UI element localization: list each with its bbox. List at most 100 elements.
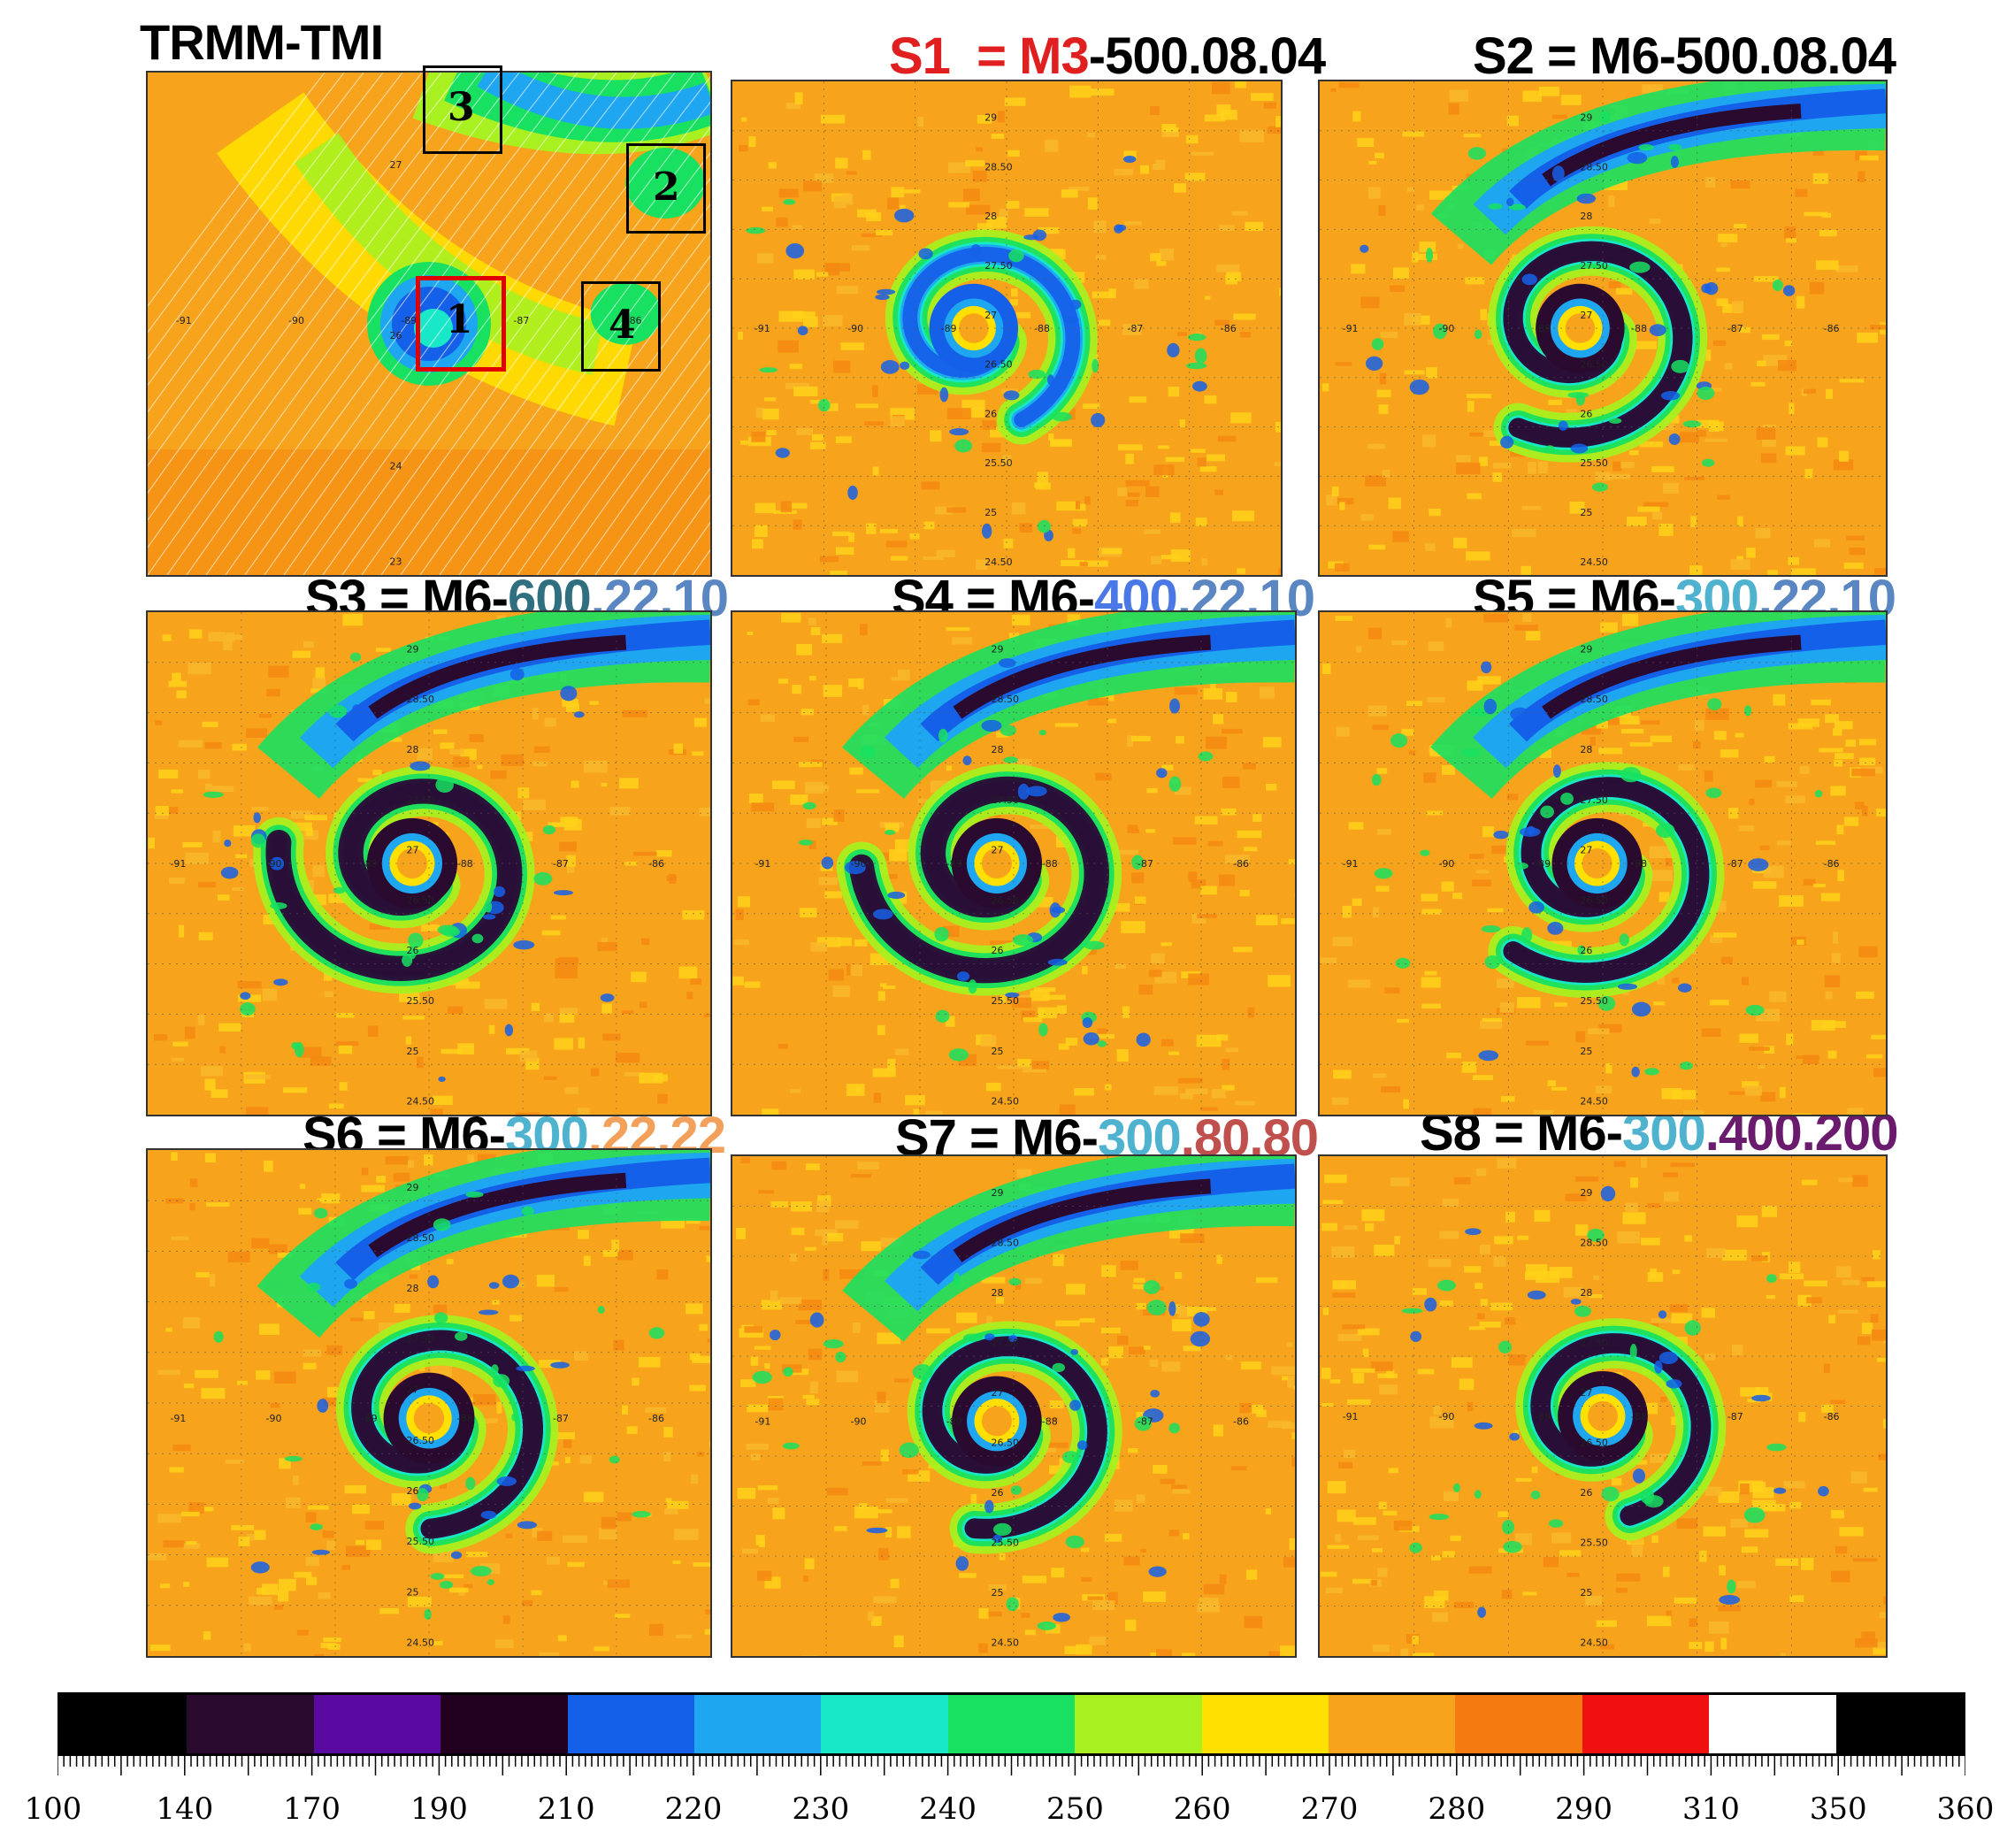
lon-tick-label: -88 <box>1034 323 1050 334</box>
colorbar-segment <box>1329 1695 1456 1753</box>
convective-cell <box>496 1476 517 1486</box>
convective-cell <box>1003 756 1019 763</box>
convective-cell <box>1150 1389 1161 1398</box>
lat-tick-label: 27 <box>984 310 997 321</box>
convective-cell <box>480 1510 497 1520</box>
lon-tick-label: -89 <box>1535 858 1551 870</box>
convective-cell <box>954 439 973 453</box>
convective-cell <box>1668 143 1682 151</box>
convective-cell <box>1026 786 1047 797</box>
convective-cell <box>1122 156 1137 164</box>
lon-tick-label: -86 <box>1824 323 1840 334</box>
colorbar-segment <box>187 1695 314 1753</box>
convective-cell <box>1631 1001 1651 1017</box>
convective-cell <box>875 294 890 301</box>
lon-tick-label: -91 <box>1343 1411 1359 1422</box>
lon-tick-label: -90 <box>1438 323 1454 334</box>
lat-tick-label: 28 <box>1580 1287 1592 1299</box>
convective-cell <box>1668 433 1681 445</box>
convective-cell <box>1146 1300 1167 1315</box>
convective-cell <box>1052 1362 1066 1373</box>
convective-cell <box>1658 1351 1678 1365</box>
colorbar <box>57 1692 1965 1756</box>
convective-cell <box>948 1048 969 1062</box>
convective-cell <box>1481 661 1492 674</box>
region-label-2: 2 <box>653 165 680 210</box>
colorbar-label: 210 <box>537 1791 595 1827</box>
convective-cell <box>1168 1301 1176 1316</box>
convective-cell <box>1631 1066 1640 1077</box>
convective-cell <box>1707 698 1722 710</box>
convective-cell <box>521 1206 534 1216</box>
convective-cell <box>1069 299 1082 310</box>
convective-cell <box>1654 1360 1663 1374</box>
convective-cell <box>311 1549 330 1555</box>
convective-cell <box>1478 1050 1499 1062</box>
convective-cell <box>770 1329 781 1341</box>
lon-tick-label: -90 <box>266 858 282 870</box>
convective-cell <box>516 1365 535 1372</box>
convective-cell <box>1474 1490 1482 1499</box>
lat-tick-label: 26.50 <box>1580 359 1608 371</box>
lat-tick-label: 24.50 <box>984 556 1013 568</box>
convective-cell <box>1498 1340 1513 1354</box>
lon-tick-label: -88 <box>1042 858 1058 870</box>
colorbar-label: 230 <box>792 1791 850 1827</box>
convective-cell <box>1500 435 1514 449</box>
convective-cell <box>213 1330 224 1343</box>
lat-tick-label: 29 <box>1580 112 1592 124</box>
lon-tick-label: -89 <box>1535 1411 1551 1422</box>
convective-cell <box>1474 329 1482 340</box>
convective-cell <box>860 745 876 759</box>
convective-cell <box>1409 379 1429 395</box>
convective-cell <box>1640 1489 1655 1504</box>
convective-cell <box>884 829 896 835</box>
lon-tick-label: -89 <box>1535 323 1551 334</box>
convective-cell <box>1772 280 1783 292</box>
lat-tick-label: 25 <box>984 507 997 518</box>
convective-cell <box>785 242 805 259</box>
lon-tick-label: -86 <box>648 858 664 870</box>
convective-cell <box>1474 1422 1493 1430</box>
lat-tick-label: 28.50 <box>992 1238 1020 1249</box>
convective-cell <box>1649 324 1666 336</box>
lat-tick-label: 26.50 <box>984 359 1013 371</box>
outer-band <box>368 1172 627 1258</box>
convective-cell <box>1006 1597 1019 1612</box>
lat-tick-label: 24.50 <box>992 1096 1020 1108</box>
eye-center <box>1565 313 1596 343</box>
convective-cell <box>317 1399 329 1413</box>
convective-cell <box>1548 1519 1564 1528</box>
convective-cell <box>504 1024 514 1037</box>
panel-s4: -91 -90 -89 -88 -87 -86 29 28.50 28 27.50 27 26.50 2… <box>731 610 1297 1116</box>
convective-cell <box>1502 1520 1515 1535</box>
convective-cell <box>823 1339 844 1349</box>
field-map: -91 -90 -89 -88 -87 -86 29 28.50 28 27.50 27 26.50 2… <box>148 612 710 1115</box>
lat-tick-label: 26 <box>1580 1487 1592 1499</box>
eye-center <box>396 847 427 879</box>
convective-cell <box>408 932 424 948</box>
convective-cell <box>1751 1394 1771 1402</box>
lon-tick-label: -86 <box>1233 1415 1249 1427</box>
convective-cell <box>899 1442 919 1459</box>
convective-cell <box>1587 1228 1605 1242</box>
lat-tick-label: 26 <box>407 1485 419 1497</box>
convective-cell <box>349 652 362 662</box>
lat-tick-label: 27 <box>992 1387 1004 1399</box>
lat-tick-label: 26 <box>407 945 419 956</box>
lon-tick-label: -86 <box>1221 323 1237 334</box>
region-label-1: 1 <box>446 297 473 342</box>
convective-cell <box>1575 393 1585 406</box>
convective-cell <box>1527 1290 1546 1300</box>
lat-tick-label: 28 <box>407 1283 419 1294</box>
lat-tick-label: 28.50 <box>984 161 1013 173</box>
outer-band <box>953 1178 1212 1262</box>
convective-cell <box>313 1208 328 1219</box>
title-s1-model: M3 <box>1019 27 1090 85</box>
convective-cell <box>1053 1613 1070 1622</box>
convective-cell <box>1062 316 1079 323</box>
convective-cell <box>430 1573 445 1580</box>
lat-tick-label: 27.50 <box>407 1333 435 1345</box>
convective-cell <box>984 1499 994 1514</box>
convective-cell <box>306 1283 321 1292</box>
